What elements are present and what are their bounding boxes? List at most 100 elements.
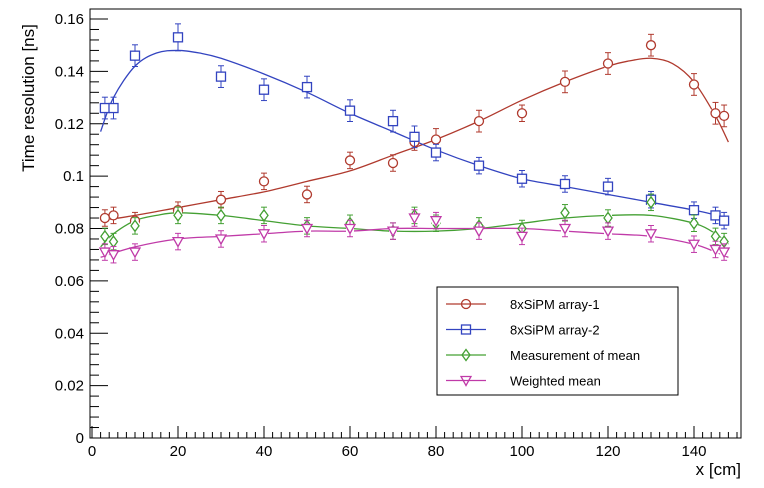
marker-background [647, 41, 655, 50]
data-marker [409, 131, 420, 142]
marker-background [432, 148, 440, 157]
marker-background [711, 232, 720, 241]
data-marker [107, 250, 120, 262]
legend-marker [460, 324, 472, 335]
marker-background [690, 240, 698, 249]
data-point-series-4 [257, 225, 271, 243]
marker-background [432, 135, 440, 144]
data-marker [601, 226, 615, 238]
data-marker [172, 32, 184, 43]
marker-background [720, 237, 729, 246]
data-marker [473, 115, 485, 127]
data-point-series-4 [386, 222, 400, 240]
marker-background [604, 227, 612, 236]
data-point-series-4 [717, 243, 731, 261]
data-point-series-1 [344, 151, 356, 170]
data-marker [129, 50, 141, 61]
data-point-series-1 [387, 154, 399, 172]
data-point-series-3 [560, 204, 570, 222]
data-point-series-1 [473, 109, 485, 133]
data-point-series-4 [343, 219, 357, 238]
data-point-series-2 [602, 177, 614, 196]
data-point-series-1 [718, 104, 730, 128]
x-tick-label: 140 [681, 443, 706, 460]
data-marker [516, 108, 528, 119]
data-marker [709, 244, 722, 256]
data-marker [687, 239, 701, 251]
data-marker [215, 194, 227, 205]
data-marker [259, 208, 269, 223]
data-marker [301, 189, 313, 200]
data-point-series-2 [473, 156, 485, 175]
marker-background [217, 234, 225, 243]
marker-background [174, 33, 182, 42]
marker-background [720, 111, 729, 120]
marker-background [303, 190, 311, 199]
data-marker [387, 115, 399, 127]
marker-background [561, 208, 569, 217]
marker-background [346, 106, 354, 115]
marker-background [131, 221, 139, 230]
marker-background [260, 229, 268, 238]
y-tick-label: 0.1 [63, 168, 84, 185]
marker-background [260, 85, 268, 94]
data-point-series-3 [100, 227, 110, 246]
x-tick-label: 20 [170, 443, 187, 460]
data-point-series-4 [408, 209, 421, 227]
data-marker [258, 84, 270, 95]
data-point-series-1 [559, 70, 571, 94]
data-marker [408, 213, 421, 225]
marker-background [720, 216, 729, 225]
legend: 8xSiPM array-1 8xSiPM array-2 Measurement … [436, 286, 679, 396]
data-points [98, 23, 731, 264]
data-marker [100, 229, 110, 243]
data-point-series-4 [214, 230, 228, 248]
marker-background [475, 227, 483, 236]
data-marker [343, 223, 357, 235]
data-marker [171, 236, 185, 248]
data-marker [559, 178, 571, 190]
data-point-series-1 [301, 185, 313, 204]
data-marker [646, 195, 656, 209]
data-marker [108, 210, 119, 221]
data-point-series-3 [259, 206, 269, 225]
marker-background [518, 109, 526, 118]
data-marker [473, 160, 485, 171]
marker-background [131, 248, 139, 257]
marker-background [690, 206, 698, 215]
y-axis-title: Time resolution [ns] [19, 24, 38, 172]
marker-background [174, 237, 182, 246]
y-tick-label: 0.12 [55, 116, 84, 133]
axis-ticks: 0 20 40 60 80 100 120 140 0 0.02 0.04 0.06 0.08 0.1 0.… [55, 11, 738, 460]
data-marker [130, 219, 140, 233]
data-point-series-4 [300, 219, 314, 238]
data-point-series-1 [215, 190, 227, 209]
data-point-series-1 [688, 73, 700, 96]
data-marker [602, 58, 614, 69]
fit-curve-series-4 [100, 227, 729, 258]
y-tick-label: 0.08 [55, 221, 84, 238]
data-marker [516, 173, 528, 184]
data-marker [688, 79, 700, 90]
marker-background [690, 80, 698, 89]
marker-background [303, 224, 311, 233]
marker-background [346, 224, 354, 233]
marker-background [604, 59, 612, 68]
marker-background [346, 156, 354, 165]
data-point-series-2 [108, 96, 119, 120]
data-point-series-3 [173, 206, 183, 225]
data-marker [559, 76, 571, 87]
data-point-series-3 [689, 214, 699, 232]
data-point-series-3 [646, 193, 656, 212]
marker-background [217, 211, 225, 220]
marker-background [410, 132, 419, 141]
legend-entry-label: 8xSiPM array-1 [510, 297, 600, 312]
y-tick-label: 0.06 [55, 273, 84, 290]
marker-background [711, 245, 720, 254]
data-point-series-4 [107, 245, 120, 264]
marker-background [410, 214, 419, 223]
marker-background [389, 227, 397, 236]
data-point-series-4 [515, 227, 529, 246]
marker-background [260, 177, 268, 186]
